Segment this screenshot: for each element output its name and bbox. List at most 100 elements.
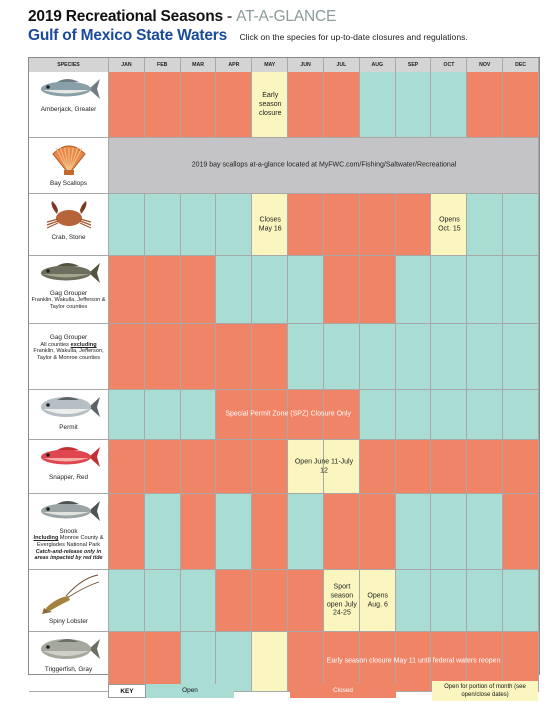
column-header-feb: FEB [144, 58, 181, 72]
season-note: Early season closure [258, 91, 282, 117]
month-cell-sep [395, 256, 432, 324]
species-note: Including Monroe County & Everglades Nat… [29, 535, 108, 548]
month-cell-jun [288, 494, 324, 570]
month-cell-oct [431, 570, 468, 632]
permit-fish-icon [29, 394, 108, 423]
species-note-part: All counties [40, 341, 71, 348]
season-note: Sport season open July 24-25 [326, 583, 357, 617]
month-cell-dec [503, 440, 539, 494]
month-cell-sep [395, 494, 432, 570]
species-name: Spiny Lobster [48, 617, 89, 625]
month-cell-apr [216, 324, 253, 390]
species-cell[interactable]: Spiny Lobster [29, 570, 109, 632]
scallop-banner-text[interactable]: 2019 bay scallops at-a-glance located at… [191, 161, 457, 169]
month-cell-feb [144, 72, 181, 138]
month-cell-jan [109, 194, 145, 256]
month-cell-nov [467, 390, 504, 440]
month-cell-aug [359, 440, 396, 494]
table-row: Bay Scallops 2019 bay scallops at-a-glanc… [29, 138, 539, 194]
key-open: Open [146, 684, 234, 698]
month-cell-may [252, 194, 289, 256]
month-cell-feb [144, 570, 181, 632]
scallop-banner-cell [109, 138, 539, 194]
species-cell[interactable]: Gag Grouper Franklin, Wakulla, Jefferson … [29, 256, 109, 324]
month-cell-dec [503, 72, 539, 138]
table-row: Amberjack, Greater Early season closure [29, 72, 539, 138]
table-row: Permit Special Permit Zone (SPZ) Closure … [29, 390, 539, 440]
column-header-sep: SEP [395, 58, 432, 72]
season-note: Opens Aug. 6 [367, 592, 389, 608]
month-cell-may [252, 570, 289, 632]
month-cell-aug [359, 390, 396, 440]
species-cell[interactable]: Snapper, Red [29, 440, 109, 494]
month-cell-apr [216, 194, 253, 256]
season-note: Closes May 16 [258, 216, 282, 232]
month-cell-oct [431, 72, 468, 138]
month-cell-sep [395, 194, 432, 256]
species-cell[interactable]: Amberjack, Greater [29, 72, 109, 138]
month-cell-aug [359, 324, 396, 390]
month-cell-jan [109, 570, 145, 632]
species-note-part: Including [33, 535, 59, 542]
month-cell-feb [144, 440, 181, 494]
month-cell-jul [323, 494, 360, 570]
season-note: Opens Oct. 15 [438, 216, 461, 232]
column-header-jan: JAN [109, 58, 145, 72]
column-header-apr: APR [216, 58, 253, 72]
month-cell-sep [395, 632, 432, 692]
month-cell-jul [323, 390, 360, 440]
column-header-oct: OCT [431, 58, 468, 72]
species-cell[interactable]: Gag Grouper All counties excluding Frankl… [29, 324, 109, 390]
month-cell-mar [180, 256, 217, 324]
month-cell-mar [180, 632, 217, 692]
month-cell-apr [216, 494, 253, 570]
month-cell-apr [216, 72, 253, 138]
month-cell-mar [180, 324, 217, 390]
month-cell-jan [109, 256, 145, 324]
month-cell-apr [216, 440, 253, 494]
red-snapper-fish-icon [29, 444, 108, 473]
species-cell[interactable]: Snook Including Monroe County & Everglade… [29, 494, 109, 570]
month-cell-feb [144, 494, 181, 570]
species-name: Crab, Stone [51, 233, 86, 241]
month-cell-dec [503, 324, 539, 390]
month-cell-jan [109, 494, 145, 570]
month-cell-jun [288, 440, 324, 494]
month-cell-apr [216, 632, 253, 692]
column-header-species: SPECIES [29, 58, 109, 72]
species-note: Franklin, Wakulla, Jefferson & Taylor co… [31, 297, 106, 311]
season-note: Early season closure May 11 until federa… [326, 657, 501, 665]
month-cell-jun [288, 570, 324, 632]
month-cell-dec [503, 256, 539, 324]
snook-fish-icon [29, 498, 108, 527]
table-row: Snapper, Red Open June 11-July 12 [29, 440, 539, 494]
column-header-jun: JUN [288, 58, 324, 72]
species-name: Bay Scallops [50, 179, 87, 187]
month-cell-nov [467, 324, 504, 390]
key-closed: Closed [290, 684, 396, 698]
month-cell-sep [395, 390, 432, 440]
species-cell[interactable]: Bay Scallops [29, 138, 109, 194]
species-cell[interactable]: Permit [29, 390, 109, 440]
species-name: Permit [59, 423, 78, 431]
month-cell-apr [216, 390, 253, 440]
month-cell-aug [359, 632, 396, 692]
month-cell-may [252, 440, 289, 494]
month-cell-mar [180, 440, 217, 494]
month-cell-dec [503, 570, 539, 632]
month-cell-aug [359, 194, 396, 256]
month-cell-oct [431, 440, 468, 494]
column-header-nov: NOV [467, 58, 504, 72]
month-cell-mar [180, 194, 217, 256]
month-cell-jun [288, 194, 324, 256]
month-cell-oct [431, 324, 468, 390]
month-cell-jul [323, 194, 360, 256]
month-cell-nov [467, 72, 504, 138]
title-sub: AT-A-GLANCE [236, 8, 337, 25]
species-cell[interactable]: Triggerfish, Gray [29, 632, 109, 692]
title-separator: - [222, 8, 237, 25]
spiny-lobster-icon [29, 574, 108, 617]
month-cell-may [252, 390, 289, 440]
scallop-shell-icon [29, 142, 108, 179]
species-cell[interactable]: Crab, Stone [29, 194, 109, 256]
